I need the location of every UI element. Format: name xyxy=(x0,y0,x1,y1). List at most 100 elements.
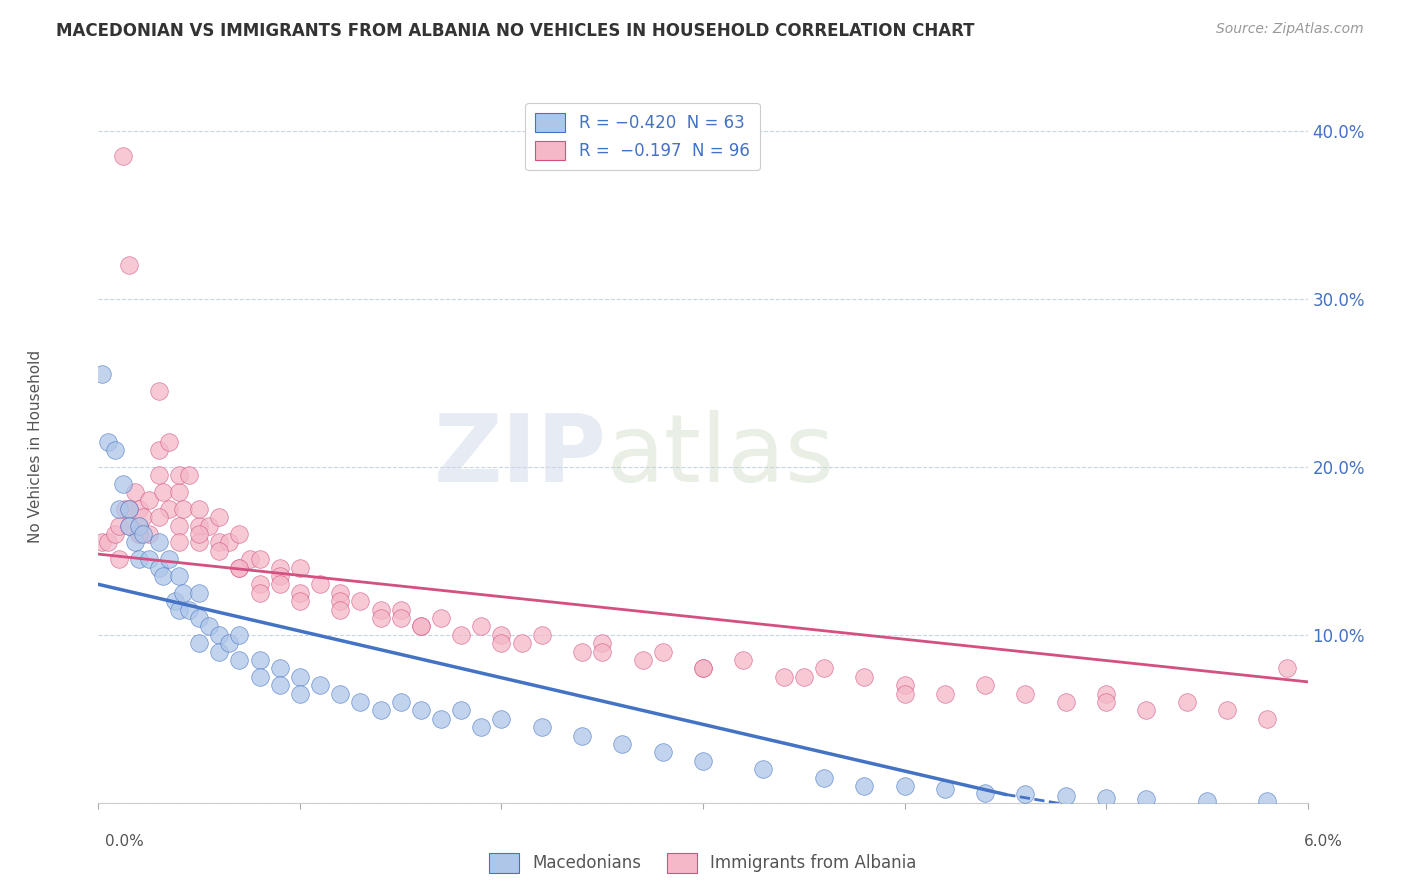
Point xyxy=(389,611,412,625)
Point xyxy=(188,535,211,549)
Text: 0.0%: 0.0% xyxy=(105,834,145,849)
Point xyxy=(1054,789,1077,803)
Point xyxy=(430,712,453,726)
Text: 6.0%: 6.0% xyxy=(1303,834,1343,849)
Point xyxy=(157,434,180,449)
Point xyxy=(132,510,155,524)
Point xyxy=(228,628,250,642)
Point xyxy=(167,535,190,549)
Point xyxy=(111,476,134,491)
Point xyxy=(249,577,271,591)
Point xyxy=(491,636,513,650)
Legend: R = −0.420  N = 63, R =  −0.197  N = 96: R = −0.420 N = 63, R = −0.197 N = 96 xyxy=(526,103,759,169)
Point xyxy=(329,594,352,608)
Point xyxy=(148,560,170,574)
Point xyxy=(389,695,412,709)
Point xyxy=(470,619,492,633)
Point xyxy=(631,653,654,667)
Point xyxy=(163,594,186,608)
Point xyxy=(249,670,271,684)
Point xyxy=(1256,794,1278,808)
Point xyxy=(172,501,194,516)
Point xyxy=(853,779,876,793)
Point xyxy=(228,653,250,667)
Point xyxy=(491,712,513,726)
Point xyxy=(128,527,150,541)
Point xyxy=(148,468,170,483)
Point xyxy=(198,619,221,633)
Point xyxy=(138,527,160,541)
Point xyxy=(370,602,392,616)
Point xyxy=(208,510,231,524)
Point xyxy=(269,661,291,675)
Point xyxy=(1195,794,1218,808)
Point xyxy=(218,535,240,549)
Point xyxy=(111,149,134,163)
Text: Source: ZipAtlas.com: Source: ZipAtlas.com xyxy=(1216,22,1364,37)
Point xyxy=(591,636,613,650)
Point xyxy=(349,594,371,608)
Point xyxy=(612,737,634,751)
Text: No Vehicles in Household: No Vehicles in Household xyxy=(28,350,42,542)
Point xyxy=(107,501,129,516)
Point xyxy=(309,577,332,591)
Point xyxy=(138,493,160,508)
Point xyxy=(450,628,472,642)
Point xyxy=(1095,790,1118,805)
Point xyxy=(329,687,352,701)
Point xyxy=(530,720,553,734)
Point xyxy=(91,368,114,382)
Point xyxy=(329,586,352,600)
Point xyxy=(228,560,250,574)
Point xyxy=(152,569,174,583)
Point xyxy=(370,611,392,625)
Point xyxy=(157,501,180,516)
Point xyxy=(118,501,141,516)
Point xyxy=(1095,695,1118,709)
Point xyxy=(188,518,211,533)
Point xyxy=(128,501,150,516)
Point xyxy=(1054,695,1077,709)
Point xyxy=(198,518,221,533)
Point xyxy=(188,636,211,650)
Point xyxy=(167,468,190,483)
Point xyxy=(409,619,432,633)
Point xyxy=(692,754,714,768)
Point xyxy=(530,628,553,642)
Point xyxy=(107,552,129,566)
Point xyxy=(114,501,136,516)
Text: ZIP: ZIP xyxy=(433,410,606,502)
Point xyxy=(1014,788,1036,802)
Point xyxy=(470,720,492,734)
Point xyxy=(974,786,997,800)
Point xyxy=(430,611,453,625)
Point xyxy=(370,703,392,717)
Point xyxy=(97,535,120,549)
Point xyxy=(1256,712,1278,726)
Point xyxy=(491,628,513,642)
Point xyxy=(249,586,271,600)
Point xyxy=(239,552,262,566)
Point xyxy=(571,729,593,743)
Point xyxy=(269,569,291,583)
Point xyxy=(124,535,146,549)
Point xyxy=(269,577,291,591)
Point xyxy=(118,518,141,533)
Point xyxy=(188,586,211,600)
Point xyxy=(218,636,240,650)
Point xyxy=(249,552,271,566)
Point xyxy=(853,670,876,684)
Point xyxy=(208,644,231,658)
Point xyxy=(103,527,125,541)
Point xyxy=(132,527,155,541)
Point xyxy=(148,535,170,549)
Point xyxy=(772,670,794,684)
Point xyxy=(208,628,231,642)
Point xyxy=(813,771,835,785)
Point xyxy=(591,644,613,658)
Point xyxy=(893,678,915,692)
Point xyxy=(188,501,211,516)
Legend: Macedonians, Immigrants from Albania: Macedonians, Immigrants from Albania xyxy=(482,847,924,880)
Point xyxy=(752,762,775,776)
Point xyxy=(692,661,714,675)
